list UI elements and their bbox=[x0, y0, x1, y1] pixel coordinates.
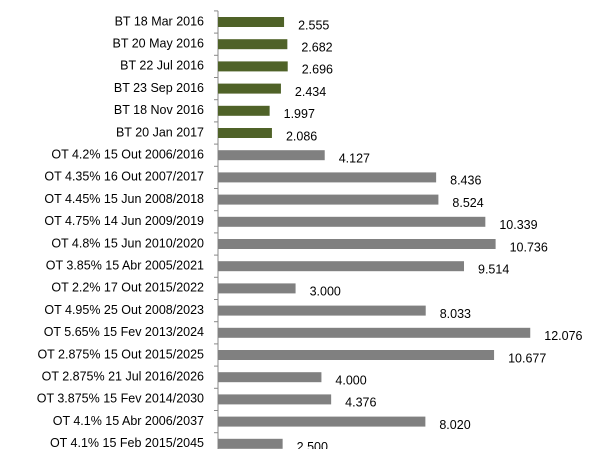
value-label: 1.997 bbox=[284, 107, 315, 121]
y-tick-label: OT 3.875% 15 Fev 2014/2030 bbox=[37, 392, 204, 406]
y-tick-label: OT 4.75% 14 Jun 2009/2019 bbox=[44, 214, 204, 228]
value-label: 8.033 bbox=[440, 307, 471, 321]
bar bbox=[218, 438, 283, 449]
value-label: 4.000 bbox=[335, 373, 366, 387]
bar bbox=[218, 39, 288, 50]
value-label: 2.555 bbox=[298, 18, 329, 32]
bar bbox=[218, 350, 495, 360]
value-label: 4.127 bbox=[339, 151, 370, 165]
bar bbox=[218, 194, 439, 205]
value-label: 2.434 bbox=[295, 85, 326, 99]
y-tick-label: OT 4.8% 15 Jun 2010/2020 bbox=[51, 236, 204, 250]
value-label: 2.682 bbox=[301, 40, 332, 54]
bar bbox=[218, 128, 272, 138]
bar bbox=[218, 239, 496, 249]
y-tick-label: OT 2.875% 15 Out 2015/2025 bbox=[37, 347, 204, 361]
y-tick-label: BT 20 Jan 2017 bbox=[116, 125, 204, 139]
y-tick-label: OT 4.1% 15 Feb 2015/2045 bbox=[50, 436, 204, 449]
bar bbox=[218, 17, 285, 27]
bar bbox=[218, 105, 270, 116]
y-tick-label: OT 3.85% 15 Abr 2005/2021 bbox=[46, 258, 204, 272]
bar bbox=[218, 150, 325, 161]
value-label: 3.000 bbox=[310, 285, 341, 299]
bar bbox=[218, 261, 465, 272]
value-label: 10.677 bbox=[508, 351, 546, 365]
bar bbox=[218, 172, 437, 183]
value-label: 8.436 bbox=[450, 174, 481, 188]
y-tick-label: OT 4.2% 15 Out 2006/2016 bbox=[51, 147, 204, 161]
bar bbox=[218, 61, 288, 72]
y-tick-label: OT 2.2% 17 Out 2015/2022 bbox=[51, 281, 204, 295]
y-tick-label: OT 4.45% 15 Jun 2008/2018 bbox=[44, 192, 204, 206]
value-label: 8.020 bbox=[439, 418, 470, 432]
y-tick-label: BT 18 Mar 2016 bbox=[115, 14, 204, 28]
value-label: 2.086 bbox=[286, 129, 317, 143]
bar bbox=[218, 83, 281, 94]
value-label: 8.524 bbox=[452, 196, 483, 210]
value-label: 12.076 bbox=[544, 329, 582, 343]
bar bbox=[218, 394, 332, 405]
y-tick-label: OT 4.35% 16 Out 2007/2017 bbox=[44, 170, 204, 184]
y-tick-label: OT 4.95% 25 Out 2008/2023 bbox=[44, 303, 204, 317]
value-label: 2.696 bbox=[302, 63, 333, 77]
y-tick-label: BT 20 May 2016 bbox=[113, 36, 205, 50]
y-tick-label: BT 22 Jul 2016 bbox=[120, 59, 204, 73]
y-tick-label: BT 18 Nov 2016 bbox=[114, 103, 204, 117]
y-tick-label: BT 23 Sep 2016 bbox=[114, 81, 204, 95]
y-tick-label: OT 2.875% 21 Jul 2016/2026 bbox=[42, 369, 204, 383]
bar bbox=[218, 372, 322, 383]
value-label: 4.376 bbox=[345, 396, 376, 410]
bar bbox=[218, 327, 531, 338]
bar bbox=[218, 283, 296, 294]
value-label: 10.339 bbox=[499, 218, 537, 232]
bar bbox=[218, 305, 426, 316]
bar bbox=[218, 216, 486, 227]
bar bbox=[218, 416, 426, 427]
value-label: 9.514 bbox=[478, 262, 509, 276]
value-label: 2.500 bbox=[297, 440, 328, 449]
y-tick-label: OT 4.1% 15 Abr 2006/2037 bbox=[53, 414, 204, 428]
value-label: 10.736 bbox=[510, 240, 548, 254]
y-tick-label: OT 5.65% 15 Fev 2013/2024 bbox=[44, 325, 204, 339]
